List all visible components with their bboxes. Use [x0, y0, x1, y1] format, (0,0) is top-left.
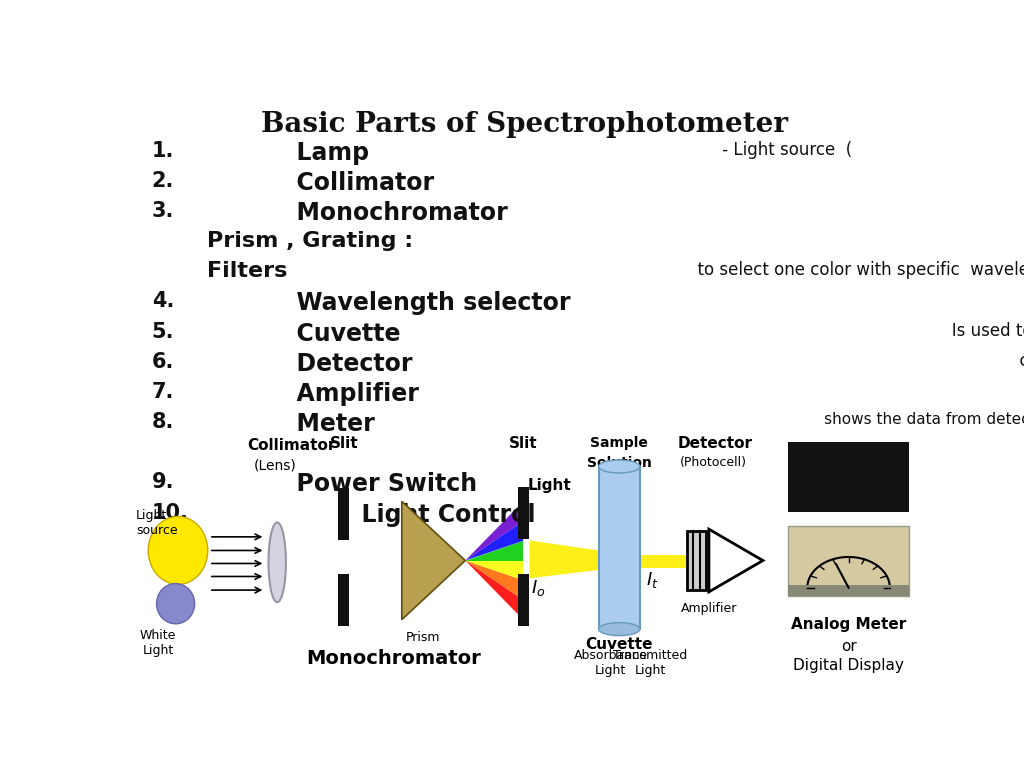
Text: Transmitted
Light: Transmitted Light [613, 649, 687, 677]
Text: Cuvette: Cuvette [281, 322, 400, 346]
Bar [338, 574, 349, 626]
Text: convert (light) photons into electrical signal (electrons): convert (light) photons into electrical … [1009, 352, 1024, 369]
Bar [788, 442, 909, 512]
Bar [518, 487, 528, 538]
Ellipse shape [157, 584, 195, 624]
Text: Is used to hold sample solution: Is used to hold sample solution [936, 322, 1024, 339]
Bar [687, 531, 706, 590]
Text: Amplifier: Amplifier [681, 602, 737, 615]
Polygon shape [709, 529, 763, 592]
Polygon shape [640, 554, 687, 568]
Text: Prism: Prism [406, 631, 440, 644]
Polygon shape [465, 502, 523, 561]
Polygon shape [465, 541, 523, 561]
Polygon shape [401, 502, 465, 620]
Text: shows the data from detector  (Analog Meter ,  Digital Display  or  LCD Display): shows the data from detector (Analog Met… [791, 412, 1024, 427]
Ellipse shape [599, 623, 640, 636]
Text: 10.: 10. [152, 502, 188, 522]
Text: Meter: Meter [281, 412, 375, 436]
Polygon shape [465, 561, 523, 600]
Text: (Lens): (Lens) [253, 458, 296, 473]
Text: Slit: Slit [330, 436, 358, 452]
Text: Prism , Grating :: Prism , Grating : [207, 231, 414, 251]
Ellipse shape [268, 522, 286, 602]
Text: Collimator: Collimator [281, 170, 434, 195]
Text: Light Control: Light Control [345, 502, 536, 527]
Text: 9.: 9. [152, 472, 174, 492]
Polygon shape [465, 561, 523, 581]
Text: Analog Meter: Analog Meter [791, 617, 906, 632]
Text: 3.: 3. [152, 201, 174, 221]
Text: Wavelength selector: Wavelength selector [281, 291, 570, 316]
Bar [599, 466, 640, 629]
Text: Cuvette: Cuvette [586, 637, 653, 652]
Bar [518, 574, 528, 626]
Text: 5.: 5. [152, 322, 174, 342]
Ellipse shape [599, 460, 640, 473]
Text: Monochromator: Monochromator [306, 649, 481, 668]
Text: Detector: Detector [677, 436, 753, 452]
Text: (Photocell): (Photocell) [680, 456, 746, 468]
Text: - Light source  (: - Light source ( [718, 141, 853, 159]
Text: Digital Display: Digital Display [794, 657, 904, 673]
Polygon shape [529, 541, 599, 578]
Text: Light
source: Light source [136, 509, 177, 537]
Text: White
Light: White Light [140, 629, 176, 657]
Ellipse shape [148, 516, 208, 584]
Text: Detector: Detector [281, 352, 413, 376]
Text: Solution: Solution [587, 456, 651, 470]
Text: Filters: Filters [207, 261, 288, 281]
Bar [788, 526, 909, 596]
Text: Basic Parts of Spectrophotometer: Basic Parts of Spectrophotometer [261, 111, 788, 138]
Text: Absorbance
Light: Absorbance Light [573, 649, 647, 677]
Bar [338, 488, 349, 541]
Text: 6.: 6. [152, 352, 174, 372]
Text: Light: Light [527, 478, 571, 493]
Bar [788, 585, 909, 596]
Text: 4.: 4. [152, 291, 174, 312]
Text: 2.: 2. [152, 170, 174, 190]
Text: $I_t$: $I_t$ [646, 570, 658, 590]
Text: Power Switch: Power Switch [281, 472, 477, 496]
Text: Collimator: Collimator [247, 438, 336, 453]
Text: $I_o$: $I_o$ [531, 578, 546, 598]
Text: 8.: 8. [152, 412, 174, 432]
Text: Slit: Slit [509, 436, 538, 452]
Text: 0.20: 0.20 [801, 458, 897, 496]
Polygon shape [465, 521, 523, 561]
Text: or: or [841, 638, 856, 654]
Text: Lamp: Lamp [281, 141, 370, 164]
Text: to select one color with specific  wavelength: to select one color with specific wavele… [687, 261, 1024, 280]
Text: Amplifier: Amplifier [281, 382, 419, 406]
Text: Sample: Sample [590, 436, 648, 450]
Text: 7.: 7. [152, 382, 174, 402]
Text: Monochromator: Monochromator [281, 201, 508, 225]
Polygon shape [465, 561, 523, 620]
Text: 1.: 1. [152, 141, 174, 161]
